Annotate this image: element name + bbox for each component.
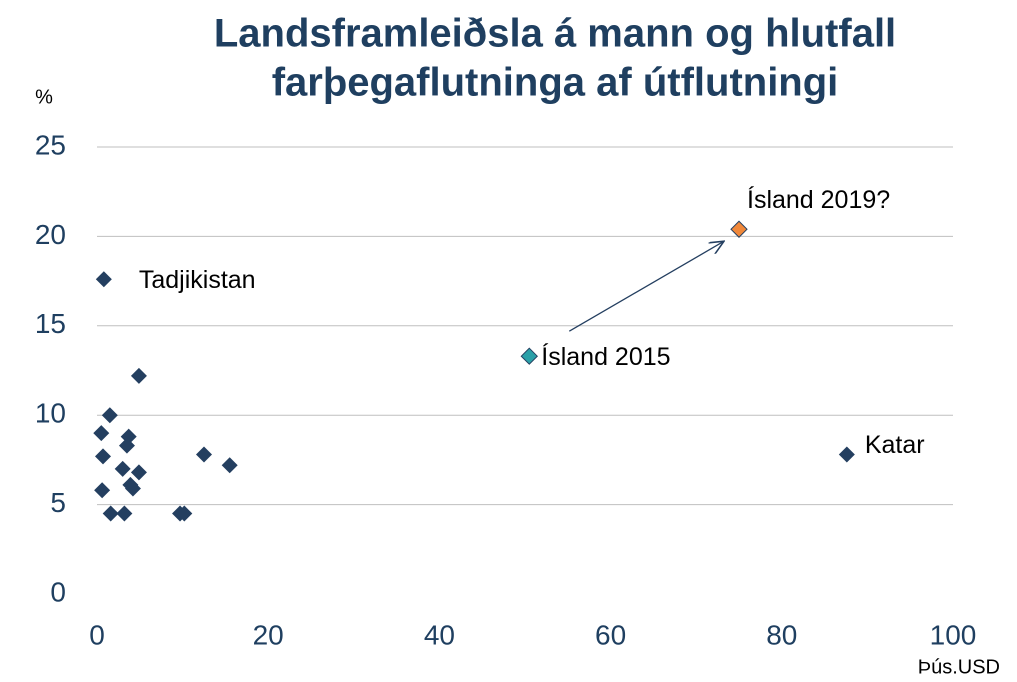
point bbox=[116, 505, 133, 522]
y-axis-label: % bbox=[35, 86, 53, 108]
point bbox=[94, 482, 111, 499]
point bbox=[221, 457, 238, 474]
x-tick-label: 40 bbox=[424, 619, 455, 650]
x-tick-label: 100 bbox=[930, 619, 977, 650]
point bbox=[196, 446, 212, 463]
point bbox=[130, 464, 147, 481]
chart-title: Landsframleiðsla á mann og hlutfall bbox=[214, 12, 896, 56]
point bbox=[101, 407, 118, 424]
point bbox=[124, 480, 141, 497]
point-label: Ísland 2015 bbox=[541, 342, 670, 371]
point bbox=[94, 448, 111, 465]
point-label: Ísland 2019? bbox=[747, 185, 890, 214]
point bbox=[114, 460, 131, 477]
point bbox=[838, 446, 855, 463]
point bbox=[176, 505, 193, 522]
x-tick-label: 60 bbox=[595, 619, 626, 650]
x-tick-label: 80 bbox=[766, 619, 797, 650]
point bbox=[95, 271, 112, 288]
chart-title: farþegaflutninga af útflutningi bbox=[272, 61, 839, 105]
point-label: Tadjikistan bbox=[139, 266, 256, 294]
x-tick-label: 0 bbox=[89, 619, 105, 650]
y-tick-label: 15 bbox=[35, 308, 66, 339]
y-tick-label: 10 bbox=[35, 398, 66, 429]
point bbox=[93, 425, 110, 442]
point bbox=[520, 347, 538, 365]
y-tick-label: 0 bbox=[50, 576, 66, 607]
x-tick-label: 20 bbox=[253, 619, 284, 650]
y-tick-label: 5 bbox=[50, 487, 66, 518]
y-tick-label: 25 bbox=[35, 129, 66, 160]
arrow bbox=[568, 241, 724, 332]
point bbox=[102, 505, 119, 522]
point bbox=[130, 367, 147, 384]
point-label: Katar bbox=[865, 431, 925, 459]
point bbox=[118, 437, 135, 454]
point bbox=[730, 220, 748, 238]
y-tick-label: 20 bbox=[35, 219, 66, 250]
x-axis-label: Þús.USD bbox=[918, 656, 1000, 678]
